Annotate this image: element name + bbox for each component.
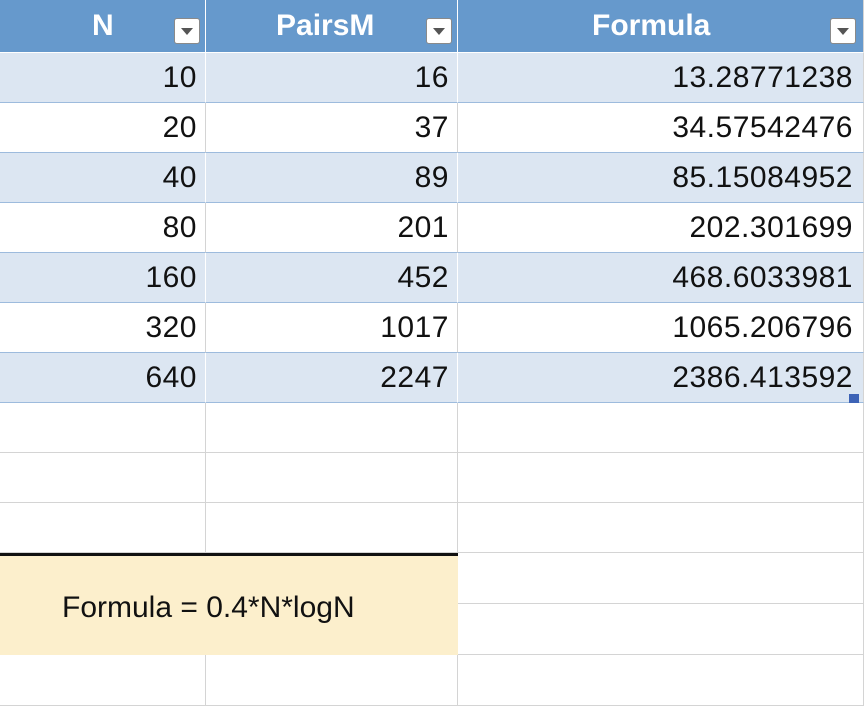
empty-cell[interactable] — [0, 453, 206, 503]
cell-pairsm-row3[interactable]: 89 — [206, 153, 458, 203]
cell-pairsm-row5[interactable]: 452 — [206, 253, 458, 303]
empty-cell[interactable] — [206, 403, 458, 453]
cell-pairsm-row1[interactable]: 16 — [206, 53, 458, 103]
cell-formula-row4[interactable]: 202.301699 — [458, 203, 864, 253]
cell-value: 201 — [397, 211, 449, 244]
cell-value: 89 — [414, 161, 449, 194]
cell-value: 34.57542476 — [672, 111, 853, 144]
cell-formula-row3[interactable]: 85.15084952 — [458, 153, 864, 203]
header-cell-n[interactable]: N — [0, 0, 206, 53]
cell-value: 640 — [145, 361, 197, 394]
cell-formula-row7[interactable]: 2386.413592 — [458, 353, 864, 403]
header-cell-pairsm[interactable]: PairsM — [206, 0, 458, 53]
cell-value: 40 — [162, 161, 197, 194]
empty-cell[interactable] — [206, 655, 458, 706]
formula-note-text: Formula = 0.4*N*logN — [62, 591, 355, 624]
empty-cell[interactable] — [458, 553, 864, 604]
cell-value: 85.15084952 — [672, 161, 853, 194]
cell-value: 468.6033981 — [672, 261, 853, 294]
empty-cell[interactable] — [458, 453, 864, 503]
cell-value: 202.301699 — [689, 211, 853, 244]
cell-value: 160 — [145, 261, 197, 294]
empty-cell[interactable] — [458, 655, 864, 706]
cell-pairsm-row4[interactable]: 201 — [206, 203, 458, 253]
cell-value: 16 — [414, 61, 449, 94]
cell-formula-row1[interactable]: 13.28771238 — [458, 53, 864, 103]
empty-cell[interactable] — [458, 403, 864, 453]
cell-n-row6[interactable]: 320 — [0, 303, 206, 353]
cell-value: 80 — [162, 211, 197, 244]
empty-cell[interactable] — [0, 655, 206, 706]
cell-n-row5[interactable]: 160 — [0, 253, 206, 303]
cell-value: 1065.206796 — [672, 311, 853, 344]
cell-n-row2[interactable]: 20 — [0, 103, 206, 153]
cell-value: 2386.413592 — [672, 361, 853, 394]
empty-cell[interactable] — [458, 604, 864, 655]
cell-formula-row2[interactable]: 34.57542476 — [458, 103, 864, 153]
table-resize-handle[interactable] — [849, 394, 859, 403]
cell-value: 13.28771238 — [672, 61, 853, 94]
cell-value: 37 — [414, 111, 449, 144]
formula-note-box[interactable]: Formula = 0.4*N*logN — [0, 553, 458, 655]
cell-formula-row5[interactable]: 468.6033981 — [458, 253, 864, 303]
cell-n-row4[interactable]: 80 — [0, 203, 206, 253]
header-label-n: N — [92, 9, 114, 42]
cell-n-row1[interactable]: 10 — [0, 53, 206, 103]
empty-cell[interactable] — [0, 403, 206, 453]
cell-value: 320 — [145, 311, 197, 344]
cell-n-row7[interactable]: 640 — [0, 353, 206, 403]
empty-cell[interactable] — [458, 503, 864, 553]
header-label-formula: Formula — [592, 9, 711, 42]
empty-cell[interactable] — [206, 453, 458, 503]
cell-n-row3[interactable]: 40 — [0, 153, 206, 203]
empty-cell[interactable] — [0, 503, 206, 553]
filter-dropdown-pairsm-icon[interactable] — [426, 18, 452, 44]
cell-value: 2247 — [380, 361, 449, 394]
empty-cell[interactable] — [206, 503, 458, 553]
header-cell-formula[interactable]: Formula — [458, 0, 864, 53]
cell-pairsm-row6[interactable]: 1017 — [206, 303, 458, 353]
filter-dropdown-formula-icon[interactable] — [830, 18, 856, 44]
header-label-pairsm: PairsM — [276, 9, 375, 42]
cell-formula-row6[interactable]: 1065.206796 — [458, 303, 864, 353]
cell-value: 20 — [162, 111, 197, 144]
filter-dropdown-n-icon[interactable] — [174, 18, 200, 44]
cell-value: 452 — [397, 261, 449, 294]
cell-value: 1017 — [380, 311, 449, 344]
cell-pairsm-row7[interactable]: 2247 — [206, 353, 458, 403]
cell-pairsm-row2[interactable]: 37 — [206, 103, 458, 153]
cell-value: 10 — [162, 61, 197, 94]
